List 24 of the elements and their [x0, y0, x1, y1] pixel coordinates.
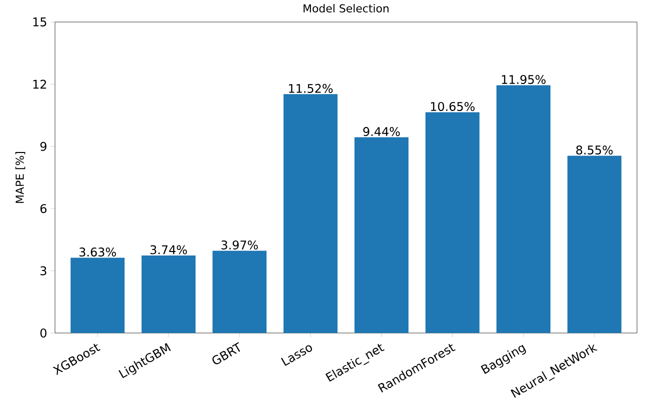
data-label: 8.55%	[576, 145, 613, 155]
bar	[425, 112, 480, 333]
bar	[142, 255, 196, 333]
data-label: 11.52%	[289, 84, 333, 93]
data-label: 9.44%	[363, 127, 400, 136]
bar	[70, 258, 125, 333]
bar	[567, 156, 622, 333]
chart-title: Model Selection	[304, 4, 389, 12]
data-label: 3.97%	[221, 240, 258, 250]
y-tick-label: 6	[40, 204, 46, 214]
bar	[496, 85, 550, 333]
data-label: 3.63%	[80, 248, 116, 257]
data-label: 10.65%	[430, 102, 475, 111]
y-tick-label: 3	[40, 266, 46, 276]
y-tick-label: 9	[40, 142, 46, 151]
y-tick-label: 15	[33, 18, 46, 26]
y-axis-title: MAPE [%]	[15, 152, 26, 203]
bar	[212, 250, 267, 333]
bar	[354, 137, 408, 333]
y-tick-label: 0	[40, 328, 46, 338]
data-label: 11.95%	[502, 74, 546, 84]
bar	[284, 94, 338, 333]
data-label: 3.74%	[150, 245, 187, 254]
y-tick-label: 12	[33, 80, 46, 89]
